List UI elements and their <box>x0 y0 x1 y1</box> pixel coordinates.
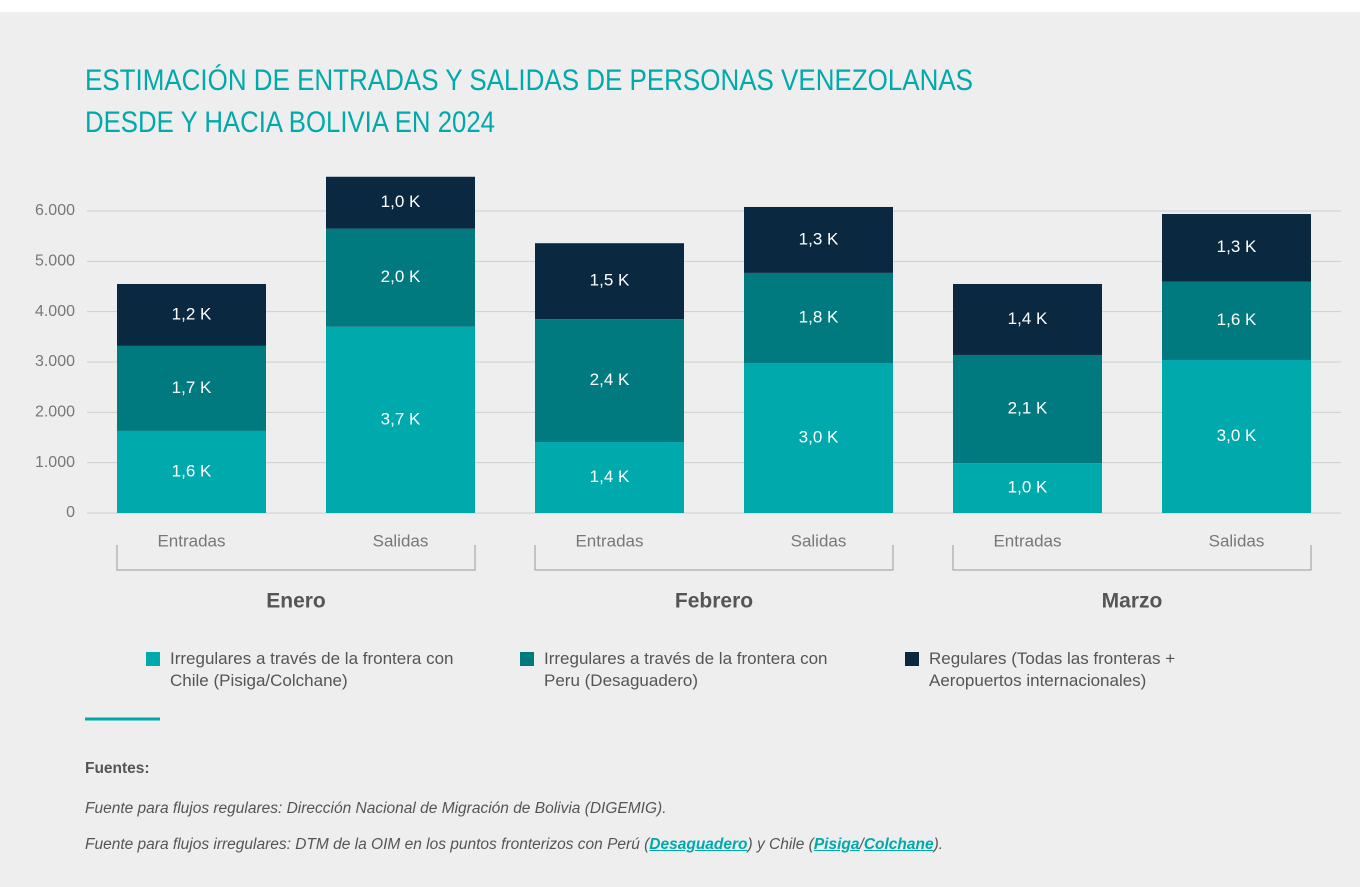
x-tick-label: Salidas <box>791 531 847 550</box>
bar-segment <box>1162 359 1311 513</box>
group-bracket <box>534 545 894 571</box>
legend-swatch <box>146 652 160 666</box>
value-label: 1,3 K <box>799 229 839 248</box>
legend-swatch <box>520 652 534 666</box>
group-bracket <box>116 545 476 571</box>
x-tick-label: Entradas <box>993 531 1061 550</box>
value-label: 1,3 K <box>1217 237 1257 256</box>
source-line: Fuente para flujos irregulares: DTM de l… <box>85 836 943 854</box>
value-label: 1,5 K <box>590 271 630 290</box>
value-label: 2,1 K <box>1008 399 1048 418</box>
y-tick-label: 0 <box>66 504 75 521</box>
y-tick-label: 3.000 <box>35 353 75 370</box>
sources: Fuentes: Fuente para flujos regulares: D… <box>85 760 943 872</box>
chart-title: ESTIMACIÓN DE ENTRADAS Y SALIDAS DE PERS… <box>85 64 973 97</box>
bar-segment <box>953 354 1102 464</box>
bar-segment <box>1162 281 1311 360</box>
y-tick-label: 4.000 <box>35 303 75 320</box>
bar-segment <box>535 319 684 443</box>
bar-segment <box>117 345 266 431</box>
legend-label: Regulares (Todas las fronteras + Aeropue… <box>929 649 1176 690</box>
legend-label: Irregulares a través de la frontera con … <box>170 649 454 690</box>
value-label: 1,8 K <box>799 307 839 326</box>
bar-segment <box>744 206 893 273</box>
bar-segment <box>326 326 475 513</box>
value-label: 2,4 K <box>590 370 630 389</box>
source-text: / <box>859 836 864 853</box>
bar-segment <box>1162 214 1311 282</box>
group-bracket <box>952 545 1312 571</box>
x-tick-label: Salidas <box>373 531 429 550</box>
source-text: ) y Chile ( <box>747 836 814 853</box>
group-label: Febrero <box>675 590 753 613</box>
value-label: 3,0 K <box>799 427 839 446</box>
bar-segment <box>744 272 893 364</box>
y-tick-label: 6.000 <box>35 202 75 219</box>
source-text: ). <box>933 836 944 853</box>
chart-title: DESDE Y HACIA BOLIVIA EN 2024 <box>85 106 495 139</box>
legend-label: Irregulares a través de la frontera con … <box>544 649 828 690</box>
source-link[interactable]: Pisiga <box>813 836 860 853</box>
value-label: 1,7 K <box>172 378 212 397</box>
bar-segment <box>535 243 684 320</box>
value-label: 1,6 K <box>1217 310 1257 329</box>
value-label: 3,7 K <box>381 409 421 428</box>
value-label: 3,0 K <box>1217 426 1257 445</box>
group-label: Enero <box>266 590 326 613</box>
value-label: 1,6 K <box>172 461 212 480</box>
bar-segment <box>326 176 475 229</box>
y-tick-label: 1.000 <box>35 454 75 471</box>
bar-segment <box>117 430 266 513</box>
sources-heading: Fuentes: <box>85 760 150 777</box>
group-label: Marzo <box>1102 590 1163 613</box>
legend-item: Irregulares a través de la frontera con … <box>520 648 864 692</box>
source-link[interactable]: Desaguadero <box>649 836 748 853</box>
bar-segment <box>953 463 1102 513</box>
legend-item: Regulares (Todas las fronteras + Aeropue… <box>905 648 1249 692</box>
y-tick-label: 5.000 <box>35 253 75 270</box>
value-label: 1,2 K <box>172 304 212 323</box>
x-tick-label: Salidas <box>1209 531 1265 550</box>
bar-segment <box>326 228 475 327</box>
legend-item: Irregulares a través de la frontera con … <box>146 648 490 692</box>
value-label: 1,4 K <box>590 467 630 486</box>
bar-segment <box>744 363 893 513</box>
value-label: 1,4 K <box>1008 309 1048 328</box>
source-text: Fuente para flujos irregulares: DTM de l… <box>85 836 650 853</box>
x-tick-label: Entradas <box>157 531 225 550</box>
bar-segment <box>953 283 1102 355</box>
y-tick-label: 2.000 <box>35 404 75 421</box>
bar-segment <box>117 283 266 346</box>
source-link[interactable]: Colchane <box>863 836 934 853</box>
bar-segment <box>535 442 684 513</box>
value-label: 1,0 K <box>1008 478 1048 497</box>
value-label: 2,0 K <box>381 267 421 286</box>
legend-swatch <box>905 652 919 666</box>
source-line: Fuente para flujos regulares: Dirección … <box>85 800 667 817</box>
x-tick-label: Entradas <box>575 531 643 550</box>
value-label: 1,0 K <box>381 192 421 211</box>
